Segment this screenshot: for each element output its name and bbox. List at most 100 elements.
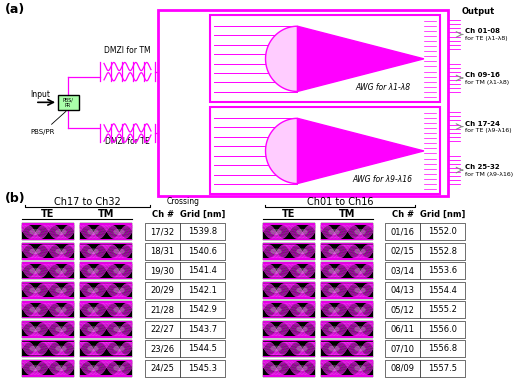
Ellipse shape — [270, 326, 282, 332]
Ellipse shape — [354, 346, 366, 352]
Bar — [80, 298, 132, 299]
Text: Grid [nm]: Grid [nm] — [420, 210, 465, 219]
Ellipse shape — [55, 307, 67, 313]
Text: 18/31: 18/31 — [150, 247, 175, 256]
Bar — [420, 321, 465, 338]
Ellipse shape — [296, 287, 308, 293]
Text: 01/16: 01/16 — [391, 227, 414, 236]
Text: for TM (λ1-λ8): for TM (λ1-λ8) — [465, 80, 509, 85]
Bar — [385, 360, 420, 376]
Bar — [22, 223, 74, 225]
Bar — [321, 262, 373, 279]
Bar — [263, 262, 315, 264]
Text: 1557.5: 1557.5 — [428, 363, 457, 373]
Bar — [263, 321, 315, 338]
Bar — [321, 282, 373, 283]
Ellipse shape — [55, 287, 67, 293]
Bar — [180, 321, 225, 338]
Text: Ch17 to Ch32: Ch17 to Ch32 — [54, 197, 120, 207]
Bar — [420, 360, 465, 376]
Ellipse shape — [270, 287, 282, 293]
Text: TE: TE — [282, 210, 296, 219]
Ellipse shape — [113, 307, 125, 313]
Bar — [420, 340, 465, 357]
Text: 07/10: 07/10 — [391, 344, 414, 353]
Ellipse shape — [87, 365, 99, 371]
Bar — [22, 356, 74, 357]
Bar — [180, 262, 225, 279]
Bar — [145, 360, 180, 376]
Bar — [420, 262, 465, 279]
Bar — [80, 262, 132, 279]
Ellipse shape — [29, 346, 41, 352]
Text: 06/11: 06/11 — [391, 325, 414, 334]
Bar — [321, 375, 373, 376]
Bar — [263, 360, 315, 376]
Ellipse shape — [296, 248, 308, 254]
Ellipse shape — [55, 248, 67, 254]
Ellipse shape — [55, 346, 67, 352]
Bar — [263, 243, 315, 244]
Ellipse shape — [87, 287, 99, 293]
Bar — [22, 360, 74, 361]
Ellipse shape — [328, 307, 340, 313]
Bar — [263, 282, 315, 283]
Bar — [22, 340, 74, 341]
Bar — [22, 301, 74, 318]
Ellipse shape — [354, 365, 366, 371]
Bar — [180, 301, 225, 318]
Text: 08/09: 08/09 — [391, 363, 414, 373]
Bar — [22, 262, 74, 279]
Bar — [80, 317, 132, 318]
Bar — [263, 239, 315, 240]
Bar — [385, 223, 420, 240]
Text: DMZI for TM: DMZI for TM — [103, 46, 150, 55]
Ellipse shape — [270, 365, 282, 371]
Bar — [80, 262, 132, 264]
Bar — [263, 243, 315, 260]
Bar — [80, 243, 132, 244]
Ellipse shape — [113, 287, 125, 293]
Bar — [385, 262, 420, 279]
Bar — [22, 282, 74, 299]
Text: Ch 01-08: Ch 01-08 — [465, 28, 500, 34]
Bar — [321, 360, 373, 376]
Bar — [321, 321, 373, 338]
Bar — [321, 360, 373, 361]
Ellipse shape — [354, 268, 366, 274]
Ellipse shape — [29, 326, 41, 332]
Text: 04/13: 04/13 — [391, 286, 414, 295]
Bar — [420, 301, 465, 318]
Bar — [180, 340, 225, 357]
Bar — [210, 15, 440, 102]
Bar — [80, 321, 132, 322]
Ellipse shape — [296, 326, 308, 332]
Text: 21/28: 21/28 — [150, 305, 175, 314]
Bar — [321, 356, 373, 357]
Text: Input: Input — [30, 90, 50, 99]
Bar — [321, 301, 373, 302]
Ellipse shape — [296, 307, 308, 313]
Text: 05/12: 05/12 — [391, 305, 414, 314]
Ellipse shape — [270, 346, 282, 352]
Text: 1542.1: 1542.1 — [188, 286, 217, 295]
Bar — [321, 321, 373, 322]
Bar — [321, 340, 373, 341]
Ellipse shape — [270, 307, 282, 313]
Ellipse shape — [296, 268, 308, 274]
Bar — [145, 262, 180, 279]
Bar — [22, 239, 74, 240]
Bar — [80, 301, 132, 318]
Bar — [80, 375, 132, 376]
Bar — [80, 340, 132, 357]
Ellipse shape — [296, 346, 308, 352]
Text: Grid [nm]: Grid [nm] — [180, 210, 225, 219]
Ellipse shape — [354, 248, 366, 254]
Bar — [22, 298, 74, 299]
Text: (b): (b) — [5, 193, 25, 205]
Bar — [22, 336, 74, 338]
Polygon shape — [297, 118, 424, 183]
Text: DMZI for TE: DMZI for TE — [105, 137, 149, 146]
Bar — [80, 336, 132, 338]
Bar — [80, 356, 132, 357]
